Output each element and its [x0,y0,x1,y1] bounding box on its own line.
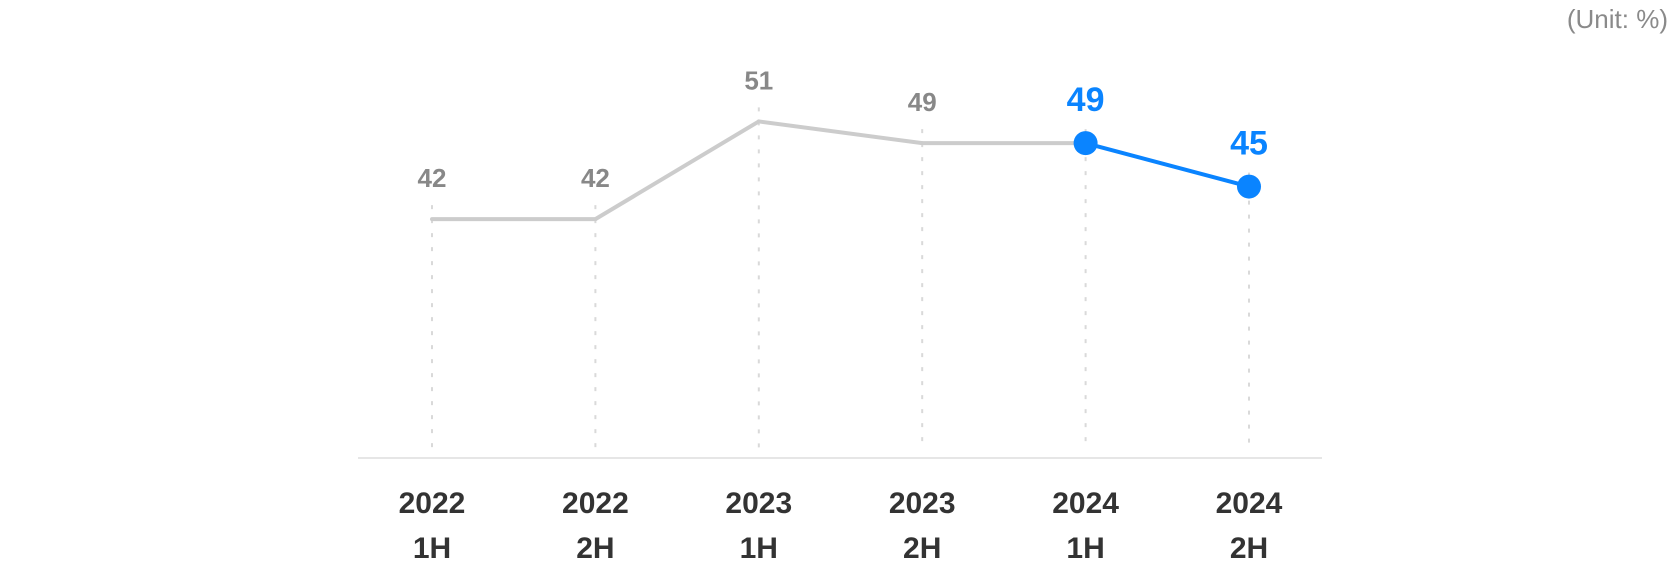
data-label: 49 [1067,81,1105,119]
data-label: 42 [418,163,447,193]
data-labels: 42 42 51 49 49 45 [418,65,1268,193]
data-point [1073,131,1098,156]
x-tick-label: 2023 2H [889,487,956,565]
x-tick-labels: 2022 1H 2022 2H 2023 1H 2023 2H 2024 1H 2024 2H [399,487,1283,565]
x-tick-label: 2022 2H [562,487,629,565]
x-tick-label: 2022 1H [399,487,466,565]
series-lines [430,119,1251,222]
unit-label: (Unit: %) [1567,4,1668,34]
x-tick-label: 2023 1H [725,487,792,565]
series-segment-highlight [1083,141,1251,189]
data-label: 49 [908,87,937,117]
data-label: 51 [744,65,773,95]
x-tick-label: 2024 1H [1052,487,1119,565]
data-label: 45 [1230,125,1268,163]
x-tick-label: 2024 2H [1216,487,1283,565]
data-label: 42 [581,163,610,193]
series-segment [593,119,761,222]
data-points [1073,131,1261,199]
guide-lines [431,107,1250,450]
series-segment [756,119,925,146]
data-point [1237,174,1261,199]
